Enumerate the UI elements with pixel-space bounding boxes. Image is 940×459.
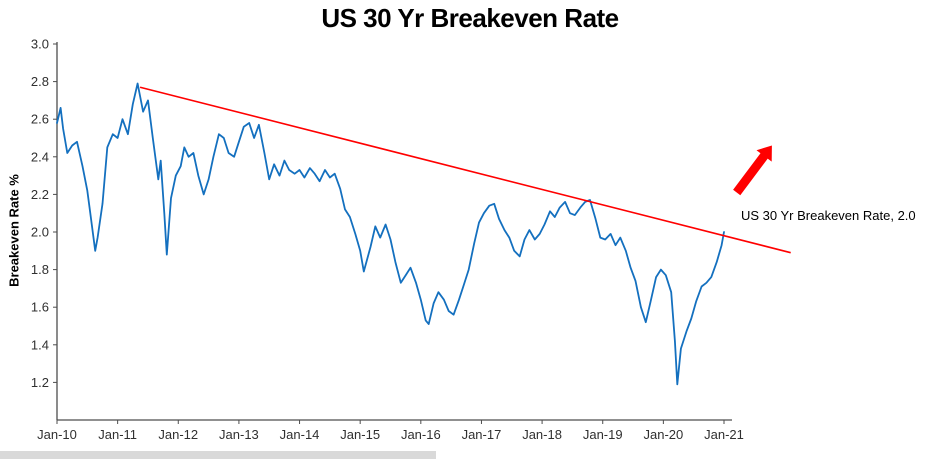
y-tick-label: 2.8 [31,74,49,89]
x-tick-label: Jan-16 [401,427,441,442]
series-data-label: US 30 Yr Breakeven Rate, 2.0 [741,208,916,223]
screenshot-edge-artifact [0,451,436,459]
x-tick-label: Jan-18 [522,427,562,442]
x-tick-label: Jan-14 [280,427,320,442]
x-tick-label: Jan-11 [98,427,137,442]
chart-title: US 30 Yr Breakeven Rate [321,3,619,33]
y-tick-label: 2.0 [31,225,49,240]
y-tick-label: 1.6 [31,300,49,315]
x-tick-label: Jan-10 [37,427,77,442]
y-tick-label: 2.6 [31,112,49,127]
x-tick-label: Jan-19 [583,427,623,442]
y-tick-label: 1.2 [31,375,49,390]
x-tick-label: Jan-21 [704,427,744,442]
y-tick-label: 1.4 [31,337,49,352]
x-tick-label: Jan-20 [643,427,683,442]
x-tick-label: Jan-15 [340,427,380,442]
y-tick-label: 2.2 [31,187,49,202]
x-tick-label: Jan-12 [158,427,198,442]
x-tick-label: Jan-13 [219,427,259,442]
x-tick-label: Jan-17 [462,427,502,442]
downtrend-line [139,86,791,254]
y-tick-label: 1.8 [31,262,49,277]
y-tick-label: 2.4 [31,149,49,164]
breakeven-rate-series-line [56,82,725,386]
up-arrow-icon [733,145,772,196]
y-tick-label: 3.0 [31,37,49,52]
